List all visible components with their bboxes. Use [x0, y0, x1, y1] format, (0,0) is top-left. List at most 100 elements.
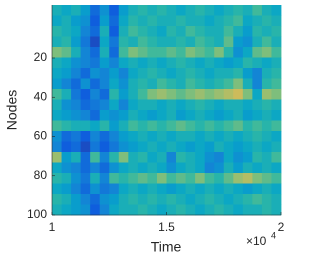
heatmap-cell — [137, 68, 148, 79]
heatmap-cell — [261, 110, 272, 121]
heatmap-cell — [71, 152, 82, 163]
heatmap-cell — [223, 194, 234, 205]
heatmap-cell — [185, 15, 196, 27]
heatmap-cell — [252, 152, 263, 163]
heatmap-cell — [147, 162, 158, 174]
heatmap-cell — [195, 162, 206, 174]
heatmap-cell — [176, 26, 186, 37]
heatmap-cell — [166, 131, 177, 142]
heatmap-cell — [214, 89, 225, 100]
heatmap-cell — [128, 47, 139, 58]
heatmap-cell — [80, 141, 91, 153]
heatmap-cell — [118, 194, 129, 205]
heatmap-cell — [223, 57, 234, 69]
heatmap-cell — [176, 131, 186, 142]
heatmap-cell — [233, 152, 244, 163]
heatmap-cell — [71, 36, 82, 48]
heatmap-cell — [223, 89, 234, 100]
heatmap-cell — [118, 173, 129, 184]
heatmap-cell — [99, 15, 110, 27]
heatmap-cell — [137, 173, 148, 184]
heatmap-cell — [195, 183, 206, 195]
heatmap-cell — [156, 110, 167, 121]
heatmap-cell — [271, 5, 282, 16]
heatmap-cell — [109, 152, 120, 163]
heatmap-cell — [90, 131, 101, 142]
heatmap-cell — [137, 47, 148, 58]
heatmap-cell — [185, 57, 196, 69]
heatmap-cell — [166, 110, 177, 121]
heatmap-cell — [223, 15, 234, 27]
heatmap-cell — [223, 47, 234, 58]
heatmap-cell — [109, 110, 120, 121]
heatmap-cell — [261, 183, 272, 195]
heatmap-cell — [61, 120, 72, 132]
heatmap-cell — [128, 204, 139, 216]
heatmap-cell — [109, 68, 120, 79]
heatmap-cell — [214, 68, 225, 79]
heatmap-cell — [185, 141, 196, 153]
heatmap-cell — [80, 68, 91, 79]
heatmap-cell — [271, 26, 282, 37]
heatmap-cell — [109, 173, 120, 184]
heatmap-cell — [109, 36, 120, 48]
heatmap-cell — [242, 36, 253, 48]
heatmap-cell — [99, 57, 110, 69]
heatmap-cell — [90, 194, 101, 205]
heatmap-cell — [109, 26, 120, 37]
heatmap-cell — [185, 78, 196, 90]
heatmap-cell — [252, 204, 263, 216]
heatmap-cell — [176, 204, 186, 216]
heatmap-cell — [109, 99, 120, 111]
heatmap-cell — [128, 120, 139, 132]
heatmap-cell — [185, 173, 196, 184]
heatmap-cell — [223, 162, 234, 174]
heatmap-cell — [118, 141, 129, 153]
heatmap-cell — [252, 194, 263, 205]
heatmap-cell — [61, 173, 72, 184]
heatmap-cell — [61, 15, 72, 27]
heatmap-cell — [90, 47, 101, 58]
heatmap-cell — [261, 194, 272, 205]
heatmap — [52, 5, 282, 216]
heatmap-cell — [128, 194, 139, 205]
heatmap-cell — [52, 57, 62, 69]
heatmap-cell — [80, 152, 91, 163]
heatmap-cell — [109, 183, 120, 195]
heatmap-cell — [242, 120, 253, 132]
heatmap-cell — [71, 5, 82, 16]
heatmap-cell — [61, 36, 72, 48]
x-multiplier-base: ×10 — [246, 234, 267, 248]
heatmap-cell — [52, 68, 62, 79]
heatmap-cell — [233, 15, 244, 27]
heatmap-cell — [99, 204, 110, 216]
heatmap-cell — [214, 5, 225, 16]
heatmap-cell — [71, 194, 82, 205]
heatmap-cell — [214, 36, 225, 48]
heatmap-cell — [214, 194, 225, 205]
heatmap-cell — [61, 78, 72, 90]
heatmap-cell — [166, 120, 177, 132]
y-tick-label: 40 — [34, 89, 48, 103]
heatmap-cell — [118, 110, 129, 121]
heatmap-cell — [80, 5, 91, 16]
heatmap-cell — [185, 152, 196, 163]
heatmap-cell — [214, 26, 225, 37]
heatmap-cell — [137, 26, 148, 37]
heatmap-cell — [147, 194, 158, 205]
heatmap-cell — [233, 110, 244, 121]
heatmap-cell — [52, 120, 62, 132]
heatmap-cell — [128, 99, 139, 111]
heatmap-cell — [204, 204, 215, 216]
heatmap-cell — [61, 183, 72, 195]
heatmap-cell — [90, 89, 101, 100]
heatmap-cell — [137, 152, 148, 163]
heatmap-cell — [80, 120, 91, 132]
heatmap-cell — [90, 141, 101, 153]
heatmap-cell — [61, 99, 72, 111]
heatmap-cell — [271, 15, 282, 27]
heatmap-cell — [185, 99, 196, 111]
heatmap-cell — [156, 26, 167, 37]
heatmap-cell — [128, 26, 139, 37]
heatmap-cell — [242, 162, 253, 174]
